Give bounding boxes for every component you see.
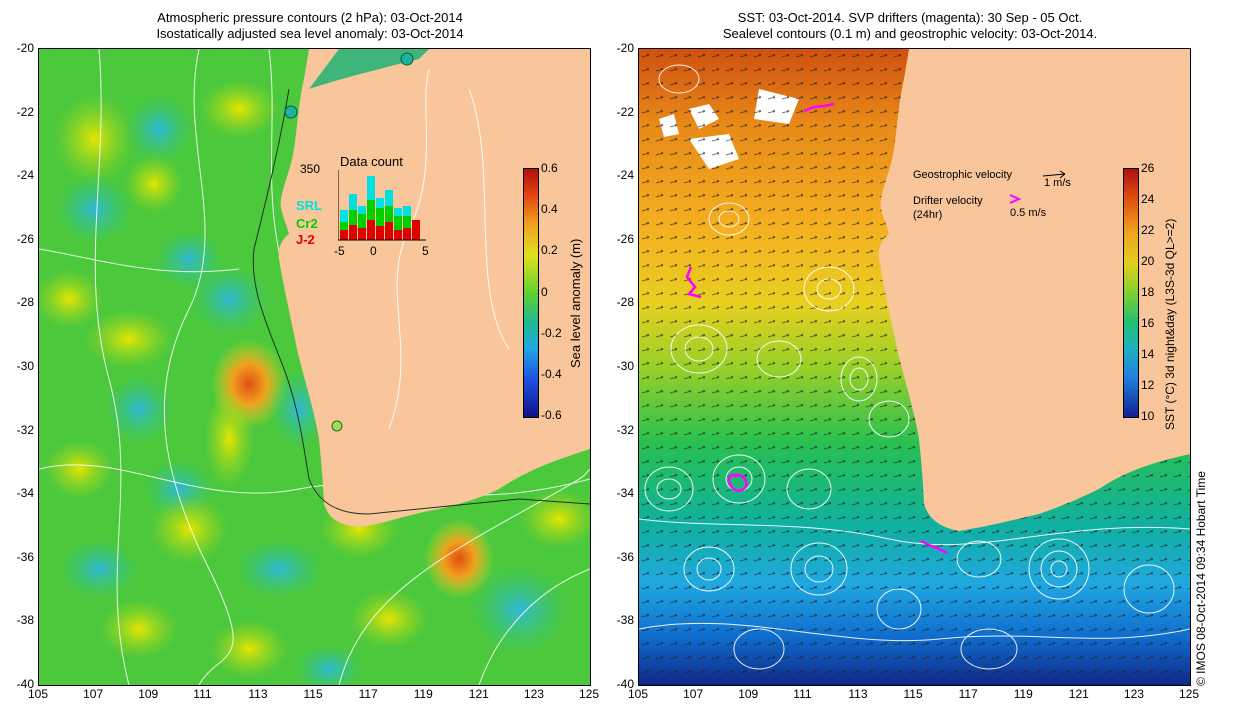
right-cbar-tick: 14 bbox=[1141, 347, 1154, 361]
drifter-velocity-arrow bbox=[1008, 193, 1022, 205]
left-y-tick-label: -30 bbox=[0, 359, 34, 373]
data-count-inset: Data count 350 SRL Cr2 J-2 -5 0 5 bbox=[290, 150, 440, 260]
right-cbar-label: SST (°C) 3d night&day (L3S-3d QL>=2) bbox=[1163, 219, 1177, 430]
left-y-tick-label: -34 bbox=[0, 486, 34, 500]
geostrophic-velocity-scale: 1 m/s bbox=[1044, 177, 1071, 189]
left-cbar-tick: 0.2 bbox=[541, 243, 558, 257]
inset-xtick-neg5: -5 bbox=[334, 244, 345, 258]
right-y-tick-label: -34 bbox=[598, 486, 634, 500]
left-x-tick-label: 111 bbox=[193, 687, 211, 701]
left-x-tick-label: 123 bbox=[524, 687, 544, 701]
data-count-histogram bbox=[338, 170, 428, 242]
right-x-tick-label: 113 bbox=[848, 687, 867, 701]
right-cbar-tick: 22 bbox=[1141, 223, 1154, 237]
left-cbar-tick: -0.2 bbox=[541, 326, 562, 340]
right-cbar-tick: 16 bbox=[1141, 316, 1154, 330]
right-x-tick-label: 109 bbox=[738, 687, 758, 701]
right-y-tick-label: -32 bbox=[598, 423, 634, 437]
right-x-tick-label: 123 bbox=[1124, 687, 1144, 701]
inset-xtick-0: 0 bbox=[370, 244, 377, 258]
legend-srl: SRL bbox=[296, 198, 322, 213]
right-cbar-tick: 12 bbox=[1141, 378, 1154, 392]
left-y-tick-label: -38 bbox=[0, 613, 34, 627]
right-y-tick-label: -30 bbox=[598, 359, 634, 373]
left-title-line1: Atmospheric pressure contours (2 hPa): 0… bbox=[100, 10, 520, 26]
left-cbar-tick: 0 bbox=[541, 285, 548, 299]
right-x-tick-label: 125 bbox=[1179, 687, 1199, 701]
inset-ymax-label: 350 bbox=[300, 162, 320, 176]
imos-credit: © IMOS 08-Oct-2014 09:34 Hobart Time bbox=[1194, 471, 1208, 686]
right-title-line1: SST: 03-Oct-2014. SVP drifters (magenta)… bbox=[650, 10, 1170, 26]
legend-j2: J-2 bbox=[296, 232, 315, 247]
inset-title: Data count bbox=[340, 154, 403, 169]
geostrophic-velocity-label: Geostrophic velocity bbox=[913, 169, 1012, 181]
left-x-tick-label: 125 bbox=[579, 687, 599, 701]
left-x-tick-label: 121 bbox=[469, 687, 489, 701]
right-x-tick-label: 117 bbox=[959, 687, 978, 701]
right-y-tick-label: -28 bbox=[598, 295, 634, 309]
sst-map bbox=[638, 48, 1191, 686]
right-cbar-tick: 20 bbox=[1141, 254, 1154, 268]
left-x-tick-label: 113 bbox=[248, 687, 267, 701]
inset-xtick-5: 5 bbox=[422, 244, 429, 258]
histogram-bars bbox=[340, 176, 420, 240]
right-x-tick-label: 119 bbox=[1014, 687, 1033, 701]
right-cbar-tick: 10 bbox=[1141, 409, 1154, 423]
left-x-tick-label: 119 bbox=[414, 687, 433, 701]
left-y-tick-label: -28 bbox=[0, 295, 34, 309]
drifter-velocity-scale: 0.5 m/s bbox=[1010, 207, 1046, 219]
right-cbar-tick: 26 bbox=[1141, 161, 1154, 175]
sea-level-anomaly-map bbox=[38, 48, 591, 686]
left-y-tick-label: -20 bbox=[0, 41, 34, 55]
left-x-tick-label: 117 bbox=[359, 687, 378, 701]
drifter-velocity-sub: (24hr) bbox=[913, 209, 942, 221]
left-y-tick-label: -26 bbox=[0, 232, 34, 246]
sea-level-colorbar bbox=[523, 168, 539, 418]
left-cbar-label: Sea level anomaly (m) bbox=[568, 239, 583, 368]
right-y-tick-label: -40 bbox=[598, 677, 634, 691]
left-y-tick-label: -36 bbox=[0, 550, 34, 564]
right-cbar-tick: 24 bbox=[1141, 192, 1154, 206]
left-y-tick-label: -32 bbox=[0, 423, 34, 437]
left-y-tick-label: -24 bbox=[0, 168, 34, 182]
left-cbar-tick: 0.6 bbox=[541, 161, 558, 175]
left-cbar-tick: 0.4 bbox=[541, 202, 558, 216]
right-x-tick-label: 115 bbox=[904, 687, 923, 701]
right-title-line2: Sealevel contours (0.1 m) and geostrophi… bbox=[650, 26, 1170, 42]
left-title-line2: Isostatically adjusted sea level anomaly… bbox=[100, 26, 520, 42]
sst-colorbar bbox=[1123, 168, 1139, 418]
right-x-tick-label: 121 bbox=[1069, 687, 1089, 701]
left-x-tick-label: 107 bbox=[83, 687, 103, 701]
left-x-tick-label: 109 bbox=[138, 687, 158, 701]
legend-cr2: Cr2 bbox=[296, 216, 318, 231]
right-y-tick-label: -24 bbox=[598, 168, 634, 182]
left-cbar-tick: -0.4 bbox=[541, 367, 562, 381]
left-x-tick-label: 115 bbox=[304, 687, 323, 701]
left-y-tick-label: -22 bbox=[0, 105, 34, 119]
right-y-tick-label: -36 bbox=[598, 550, 634, 564]
left-y-tick-label: -40 bbox=[0, 677, 34, 691]
left-cbar-tick: -0.6 bbox=[541, 408, 562, 422]
right-y-tick-label: -26 bbox=[598, 232, 634, 246]
drifter-velocity-label: Drifter velocity bbox=[913, 195, 983, 207]
right-x-tick-label: 107 bbox=[683, 687, 703, 701]
right-x-tick-label: 111 bbox=[793, 687, 811, 701]
right-y-tick-label: -38 bbox=[598, 613, 634, 627]
right-cbar-tick: 18 bbox=[1141, 285, 1154, 299]
right-y-tick-label: -22 bbox=[598, 105, 634, 119]
right-y-tick-label: -20 bbox=[598, 41, 634, 55]
